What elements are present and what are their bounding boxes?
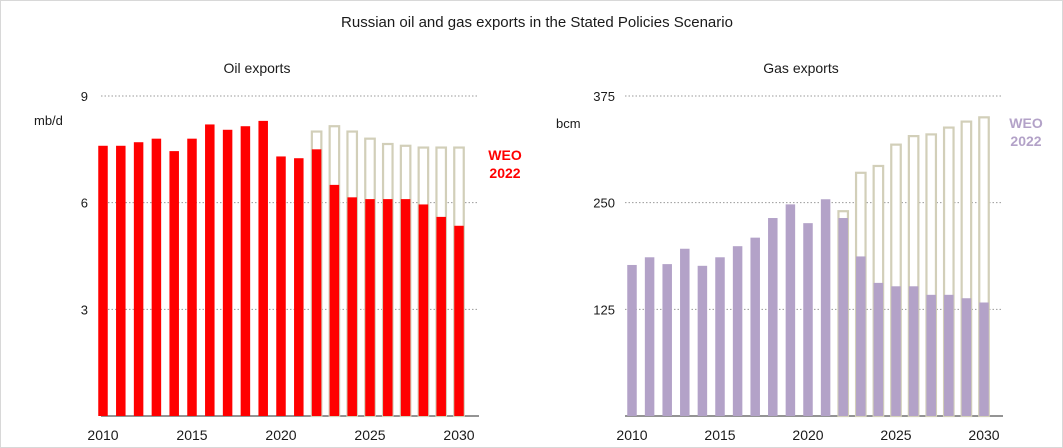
gas-y-tick-label: 375 bbox=[593, 89, 615, 104]
gas-bar-2022 bbox=[838, 218, 848, 416]
gas-y-unit: bcm bbox=[556, 116, 581, 131]
oil-y-tick-label: 9 bbox=[81, 89, 88, 104]
gas-bar-2015 bbox=[715, 257, 725, 416]
oil-bar-2025 bbox=[365, 199, 375, 416]
gas-bar-2011 bbox=[644, 257, 655, 416]
gas-x-tick-label: 2025 bbox=[880, 427, 911, 443]
oil-bar-2018 bbox=[240, 126, 251, 416]
gas-bar-2014 bbox=[697, 265, 708, 416]
oil-bar-2022 bbox=[311, 149, 322, 417]
gas-bar-2021 bbox=[820, 199, 831, 416]
oil-bar-2023 bbox=[329, 184, 340, 416]
oil-bar-2016 bbox=[205, 124, 215, 416]
gas-x-tick-label: 2030 bbox=[968, 427, 999, 443]
oil-bar-2017 bbox=[222, 129, 233, 416]
gas-bar-2017 bbox=[750, 237, 760, 416]
oil-bar-2015 bbox=[187, 138, 197, 416]
oil-bar-2028 bbox=[418, 204, 429, 416]
oil-bar-2010 bbox=[98, 145, 108, 416]
oil-chart-title: Oil exports bbox=[224, 60, 291, 76]
oil-bar-2027 bbox=[400, 199, 411, 416]
oil-bar-2020 bbox=[276, 156, 286, 416]
gas-bar-2023 bbox=[856, 256, 866, 416]
oil-bar-2030 bbox=[454, 225, 464, 416]
gas-bar-2030 bbox=[979, 302, 989, 416]
oil-bar-2014 bbox=[169, 151, 179, 416]
oil-x-tick-label: 2015 bbox=[176, 427, 207, 443]
oil-bar-2012 bbox=[133, 142, 144, 416]
gas-weo-year-label: 2022 bbox=[1010, 133, 1041, 149]
oil-x-tick-label: 2030 bbox=[443, 427, 474, 443]
gas-bar-2029 bbox=[961, 298, 972, 416]
oil-bar-2013 bbox=[151, 138, 162, 416]
oil-exports-chart: Oil exports mb/d 3 6 9 2010 2015 2020 2025 203… bbox=[34, 60, 522, 443]
gas-x-tick-label: 2020 bbox=[792, 427, 823, 443]
gas-x-tick-label: 2010 bbox=[616, 427, 647, 443]
gas-bar-2024 bbox=[873, 282, 884, 416]
gas-y-tick-label: 250 bbox=[593, 196, 615, 211]
gas-bar-2012 bbox=[662, 264, 672, 416]
oil-x-tick-label: 2020 bbox=[265, 427, 296, 443]
gas-bar-2018 bbox=[768, 218, 778, 416]
gas-bar-2010 bbox=[627, 264, 637, 416]
gas-bar-2020 bbox=[803, 223, 813, 416]
gas-bar-2028 bbox=[944, 294, 954, 416]
gas-exports-chart: Gas exports bcm 125 250 375 2010 2015 2020 20… bbox=[556, 60, 1043, 443]
gas-bar-2027 bbox=[926, 294, 936, 416]
gas-x-tick-label: 2015 bbox=[704, 427, 735, 443]
oil-y-tick-label: 3 bbox=[81, 302, 88, 317]
oil-bar-2011 bbox=[116, 145, 126, 416]
oil-weo-label: WEO bbox=[488, 147, 522, 163]
oil-x-tick-label: 2025 bbox=[354, 427, 385, 443]
figure-title: Russian oil and gas exports in the State… bbox=[341, 14, 733, 31]
gas-y-tick-label: 125 bbox=[593, 302, 615, 317]
oil-bar-2026 bbox=[383, 199, 393, 416]
gas-weo-label: WEO bbox=[1009, 115, 1043, 131]
gas-chart-title: Gas exports bbox=[763, 60, 838, 76]
gas-bar-2026 bbox=[908, 286, 919, 416]
oil-y-unit: mb/d bbox=[34, 113, 63, 128]
oil-y-tick-label: 6 bbox=[81, 196, 88, 211]
oil-x-tick-label: 2010 bbox=[87, 427, 118, 443]
gas-bar-2025 bbox=[891, 286, 901, 416]
oil-bar-2021 bbox=[294, 158, 304, 416]
gas-bar-2013 bbox=[680, 248, 690, 416]
oil-weo-year-label: 2022 bbox=[489, 165, 520, 181]
oil-bar-2029 bbox=[436, 216, 446, 416]
oil-bar-2019 bbox=[258, 120, 268, 416]
gas-bar-2019 bbox=[785, 204, 796, 416]
gas-bar-2016 bbox=[732, 246, 743, 416]
oil-bar-2024 bbox=[347, 197, 357, 416]
